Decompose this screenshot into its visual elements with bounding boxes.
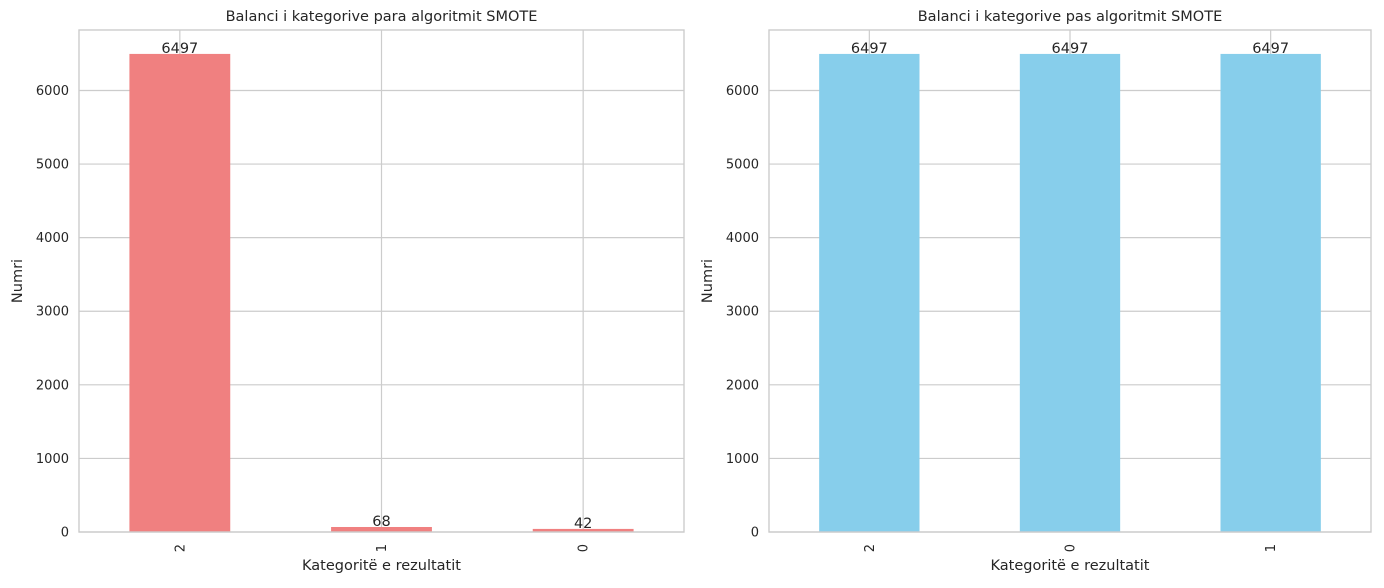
chart-before-smote: 6497 68 42 0 1000 2000 3000 4000 5000 6000 2 1 0 Bala… [10,9,685,574]
y-tick-label: 3000 [726,305,759,320]
chart-title: Balanci i kategorive pas algoritmit SMOT… [918,9,1223,25]
x-tick-label: 1 [375,544,390,552]
data-label: 42 [574,516,592,532]
data-label: 6497 [161,41,198,57]
y-tick-label: 4000 [36,231,69,246]
y-tick-label: 2000 [36,378,69,393]
bar [1220,53,1321,532]
x-tick-label: 2 [173,544,188,552]
y-tick-label: 1000 [36,452,69,467]
data-label: 6497 [851,41,888,57]
y-tick-label: 1000 [726,452,759,467]
chart-after-smote: 6497 6497 6497 0 1000 2000 3000 4000 5000 6000 2 0 1… [700,9,1372,574]
x-tick-label: 1 [1264,544,1279,552]
x-tick-label: 0 [577,544,592,552]
bar [331,526,432,532]
data-label: 68 [372,514,390,530]
y-tick-label: 2000 [726,378,759,393]
plot-frame [78,29,685,533]
chart-title: Balanci i kategorive para algoritmit SMO… [226,9,538,25]
bar [532,528,634,532]
bar [1019,53,1121,532]
y-tick-label: 6000 [726,84,759,99]
x-axis-label: Kategoritë e rezultatit [302,558,461,574]
y-tick-label: 5000 [36,158,69,173]
y-tick-label: 4000 [726,231,759,246]
y-tick-label: 0 [751,526,759,541]
data-label: 6497 [1252,41,1289,57]
y-axis-label: Numri [10,259,26,303]
y-tick-label: 6000 [36,84,69,99]
bar [129,53,231,532]
y-axis-label: Numri [700,259,716,303]
plot-frame [768,29,1372,533]
y-tick-label: 5000 [726,158,759,173]
data-label: 6497 [1052,41,1089,57]
x-tick-label: 2 [863,544,878,552]
bar [819,53,920,532]
x-tick-label: 0 [1064,544,1079,552]
y-tick-label: 3000 [36,305,69,320]
x-axis-label: Kategoritë e rezultatit [991,558,1150,574]
y-tick-label: 0 [61,526,69,541]
